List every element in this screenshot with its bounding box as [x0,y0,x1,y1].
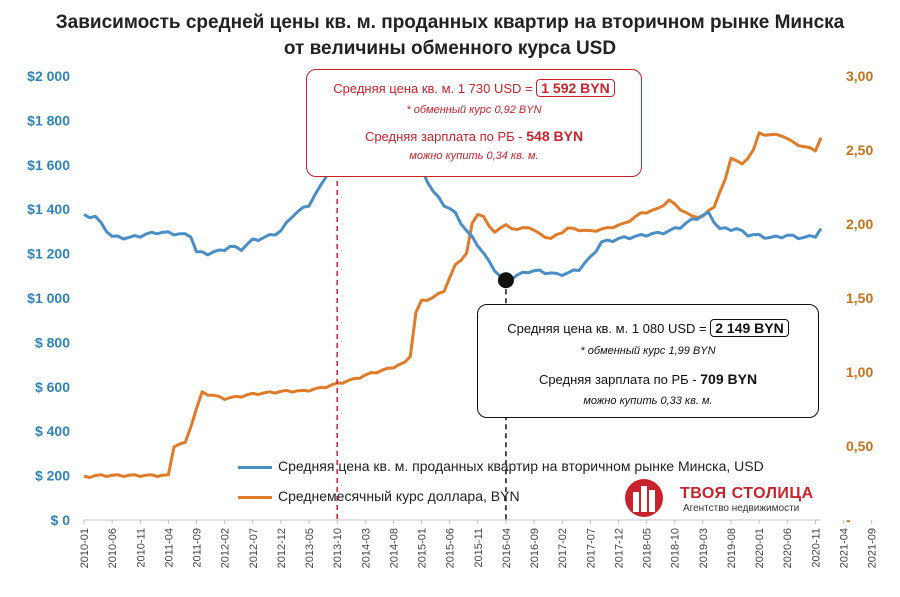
annotation-low-byn-value: 2 149 BYN [710,319,789,337]
annotation-low-box: Средняя цена кв. м. 1 080 USD = 2 149 BY… [477,304,819,418]
x-tick-label: 2015-01 [417,528,429,568]
x-tick-label: 2017-07 [585,528,597,568]
x-tick-label: 2012-07 [248,528,260,568]
y-left-tick-label: $2 000 [27,68,70,84]
x-tick-label: 2014-08 [388,528,400,568]
y-left-tick-label: $ 600 [35,379,70,395]
y-right-tick-label: 2,50 [846,142,873,158]
y-left-tick-label: $1 000 [27,290,70,306]
annotation-low-salary-text: Средняя зарплата по РБ - [538,372,697,387]
x-tick-label: 2012-02 [220,528,232,568]
x-tick-label: 2010-01 [79,528,91,568]
x-tick-label: 2020-01 [754,528,766,568]
y-left-tick-label: $1 200 [27,246,70,262]
logo-name: ТВОЯ СТОЛИЦА [680,485,814,502]
y-left-tick-label: $ 0 [51,512,71,528]
logo-tagline: Агентство недвижимости [683,503,800,514]
x-tick-label: 2011-04 [163,528,175,568]
y-right-tick-label: 3,00 [846,68,873,84]
x-tick-label: 2017-12 [613,528,625,568]
x-tick-label: 2021-04 [839,528,851,568]
x-tick-label: 2019-03 [698,528,710,568]
annotation-high-salary-value: 548 BYN [526,128,584,144]
building-logo-icon [625,479,663,517]
annotation-low-price-text: Средняя цена кв. м. 1 080 USD = [507,321,707,336]
x-tick-label: 2011-09 [192,528,204,568]
x-tick-label: 2017-02 [557,528,569,568]
x-tick-label: 2021-09 [867,528,879,568]
chart-title-line-2: от величины обменного курса USD [283,38,617,59]
x-tick-label: 2010-06 [107,528,119,568]
legend-item-price: Средняя цена кв. м. проданных квартир на… [238,458,764,474]
annotation-high-salary-text: Средняя зарплата по РБ - [364,129,523,144]
x-tick-label: 2016-04 [501,528,513,568]
x-tick-label: 2015-11 [473,528,485,568]
annotation-low-salary-value: 709 BYN [700,371,758,387]
annotation-high-box: Средняя цена кв. м. 1 730 USD = 1 592 BY… [306,69,642,177]
x-tick-label: 2013-10 [332,528,344,568]
x-tick-label: 2020-11 [810,528,822,568]
annotation-high-byn-value: 1 592 BYN [536,79,615,97]
legend-item-rate: Среднемесячный курс доллара, BYN [238,488,520,504]
series-line-price [83,135,823,281]
annotation-low-buy-note: можно купить 0,33 кв. м. [583,395,713,407]
x-tick-label: 2018-10 [670,528,682,568]
y-left-tick-label: $1 600 [27,157,70,173]
y-left-tick-label: $ 400 [35,423,70,439]
x-tick-label: 2012-12 [276,528,288,568]
annotation-low-rate-note: * обменный курс 1,99 BYN [580,345,716,357]
y-right-tick-label: 2,00 [846,216,873,232]
y-right-tick-label: 1,50 [846,290,873,306]
y-right-zero-label: - [846,512,851,528]
legend-label-price: Средняя цена кв. м. проданных квартир на… [278,458,764,474]
y-left-tick-label: $1 800 [27,112,70,128]
highlight-point [497,272,514,289]
y-left-tick-label: $ 800 [35,334,70,350]
annotation-high-buy-note: можно купить 0,34 кв. м. [409,150,539,162]
y-left-tick-label: $1 400 [27,201,70,217]
x-tick-label: 2014-03 [360,528,372,568]
x-tick-label: 2010-11 [135,528,147,568]
annotation-high-price-text: Средняя цена кв. м. 1 730 USD = [333,81,533,96]
legend-label-rate: Среднемесячный курс доллара, BYN [278,488,520,504]
x-tick-label: 2020-06 [782,528,794,568]
x-tick-label: 2019-08 [726,528,738,568]
x-tick-label: 2016-09 [529,528,541,568]
x-tick-label: 2013-05 [304,528,316,568]
y-right-tick-label: 1,00 [846,364,873,380]
legend-swatch-price [238,465,272,469]
annotation-high-rate-note: * обменный курс 0,92 BYN [406,104,542,116]
chart-title-line-1: Зависимость средней цены кв. м. проданны… [55,12,845,33]
x-tick-label: 2018-05 [642,528,654,568]
x-tick-label: 2015-06 [445,528,457,568]
y-right-tick-label: 0,50 [846,438,873,454]
legend-swatch-rate [238,495,272,499]
y-left-tick-label: $ 200 [35,468,70,484]
